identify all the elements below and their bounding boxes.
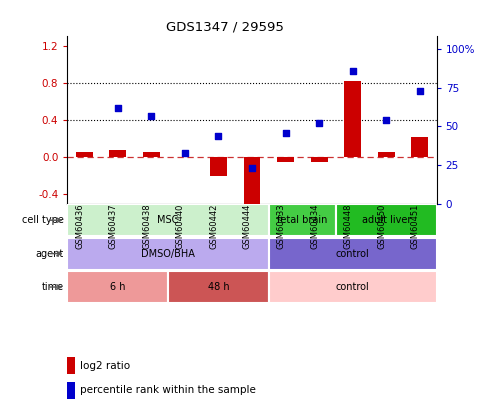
- Text: time: time: [41, 282, 64, 292]
- Text: GSM60433: GSM60433: [276, 203, 285, 249]
- Text: cell type: cell type: [22, 215, 64, 225]
- Text: GSM60440: GSM60440: [176, 203, 185, 249]
- Text: 48 h: 48 h: [208, 282, 229, 292]
- Bar: [67, 271, 168, 303]
- Bar: [277, 157, 294, 162]
- Bar: [168, 271, 269, 303]
- Point: [147, 112, 155, 119]
- Text: GSM60444: GSM60444: [243, 203, 252, 249]
- Bar: [412, 137, 428, 157]
- Point: [315, 120, 323, 126]
- Text: agent: agent: [35, 249, 64, 259]
- Point: [349, 68, 357, 74]
- Bar: [67, 204, 269, 236]
- Bar: [244, 157, 260, 205]
- Point: [416, 87, 424, 94]
- Text: adult liver: adult liver: [362, 215, 411, 225]
- Bar: [336, 204, 437, 236]
- Text: GSM60451: GSM60451: [411, 203, 420, 249]
- Text: GSM60436: GSM60436: [75, 203, 84, 249]
- Bar: [76, 152, 92, 157]
- Bar: [109, 150, 126, 157]
- Bar: [67, 382, 75, 399]
- Point: [215, 132, 223, 139]
- Bar: [210, 157, 227, 176]
- Bar: [143, 152, 160, 157]
- Bar: [67, 238, 269, 270]
- Bar: [269, 204, 336, 236]
- Text: log2 ratio: log2 ratio: [80, 361, 130, 371]
- Text: GDS1347 / 29595: GDS1347 / 29595: [166, 20, 283, 33]
- Text: 6 h: 6 h: [110, 282, 125, 292]
- Point: [114, 104, 122, 111]
- Point: [181, 149, 189, 156]
- Text: GSM60437: GSM60437: [109, 203, 118, 249]
- Text: percentile rank within the sample: percentile rank within the sample: [80, 385, 256, 395]
- Bar: [269, 238, 437, 270]
- Text: DMSO/BHA: DMSO/BHA: [141, 249, 195, 259]
- Text: control: control: [336, 282, 370, 292]
- Bar: [344, 81, 361, 157]
- Text: MSC: MSC: [157, 215, 179, 225]
- Text: GSM60438: GSM60438: [142, 203, 151, 249]
- Text: control: control: [336, 249, 370, 259]
- Bar: [67, 357, 75, 374]
- Point: [382, 117, 390, 124]
- Text: GSM60434: GSM60434: [310, 203, 319, 249]
- Point: [248, 165, 256, 171]
- Text: GSM60450: GSM60450: [377, 203, 386, 249]
- Bar: [378, 152, 395, 157]
- Bar: [311, 157, 327, 162]
- Point: [281, 129, 289, 136]
- Text: GSM60448: GSM60448: [344, 203, 353, 249]
- Text: GSM60442: GSM60442: [210, 203, 219, 249]
- Text: fetal brain: fetal brain: [277, 215, 327, 225]
- Bar: [269, 271, 437, 303]
